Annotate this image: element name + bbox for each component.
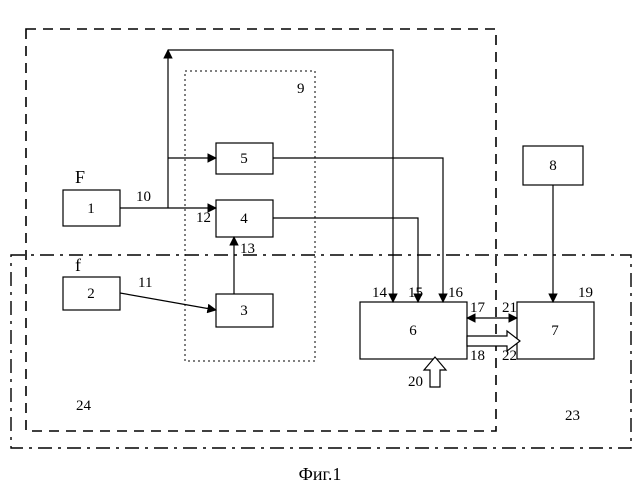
node-1: 1 F: [63, 167, 120, 226]
region-24-label: 24: [76, 398, 92, 414]
node-6-label: 6: [409, 323, 417, 339]
edge-12-label: 12: [196, 210, 211, 226]
node-8-label: 8: [549, 158, 557, 174]
node-7: 7: [517, 302, 594, 359]
edge-11-label: 11: [138, 275, 152, 291]
edge-20-label: 20: [408, 374, 423, 390]
edge-17-label: 17: [470, 300, 486, 316]
edge-21-label: 21: [502, 300, 517, 316]
diagram-root: 1 F 2 f 3 4 5 6 7 8 10 12 11 13: [0, 0, 641, 500]
node-8: 8: [523, 146, 583, 185]
node-3: 3: [216, 294, 273, 327]
edge-19-label: 19: [578, 285, 593, 301]
node-2-label: 2: [87, 286, 95, 302]
node-4-label: 4: [240, 211, 248, 227]
edge-14: [168, 50, 393, 302]
node-4: 4: [216, 200, 273, 237]
region-9-label: 9: [297, 81, 305, 97]
edge-10-label: 10: [136, 189, 151, 205]
edge-14-label: 14: [372, 285, 388, 301]
edge-22-label: 22: [502, 348, 517, 364]
edge-15-label: 15: [408, 285, 423, 301]
node-6: 6: [360, 302, 467, 359]
node-1-side: F: [75, 167, 85, 187]
edge-18-label: 18: [470, 348, 485, 364]
node-2: 2 f: [63, 255, 120, 310]
node-3-label: 3: [240, 303, 248, 319]
node-2-side: f: [75, 255, 81, 275]
edge-15: [273, 218, 418, 302]
region-23-label: 23: [565, 408, 580, 424]
node-1-label: 1: [87, 201, 95, 217]
figure-caption: Фиг.1: [299, 464, 342, 484]
node-5-label: 5: [240, 151, 248, 167]
edge-13-label: 13: [240, 241, 255, 257]
edge-20: [424, 357, 446, 387]
edge-16-label: 16: [448, 285, 464, 301]
node-5: 5: [216, 143, 273, 174]
node-7-label: 7: [551, 323, 559, 339]
edge-11: [120, 293, 216, 310]
